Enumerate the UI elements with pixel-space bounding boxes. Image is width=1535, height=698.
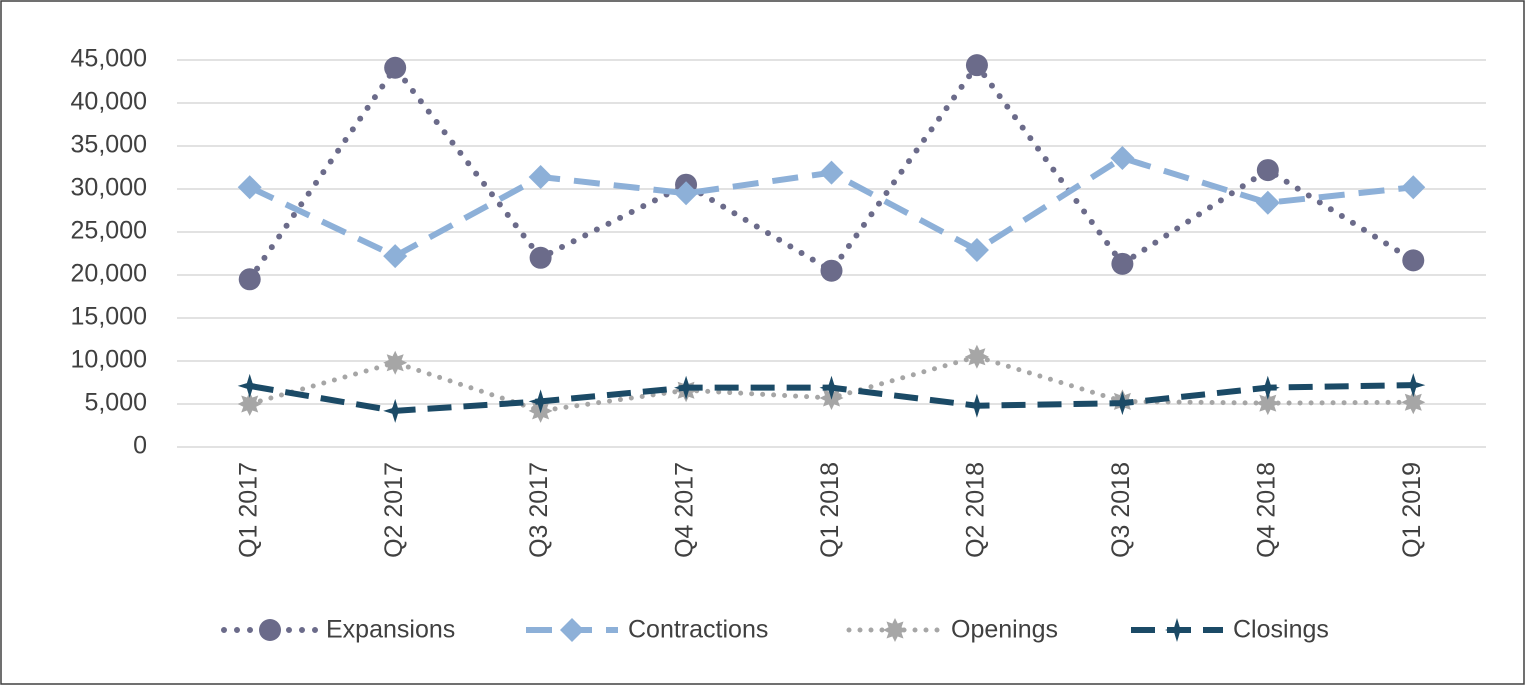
data-point [238, 268, 261, 291]
data-point [819, 375, 844, 400]
data-point [964, 393, 989, 418]
data-point [529, 246, 552, 269]
x-tick-label: Q1 2018 [816, 462, 844, 558]
x-tick-label: Q4 2018 [1252, 462, 1280, 558]
legend-marker [1165, 618, 1189, 642]
data-point [1255, 391, 1280, 416]
legend-marker [259, 619, 281, 641]
data-point [528, 389, 553, 414]
x-tick-label: Q4 2017 [671, 462, 699, 558]
data-point [237, 373, 262, 398]
data-point [1402, 249, 1425, 272]
legend-marker [883, 618, 907, 642]
data-point [964, 344, 989, 369]
y-tick-label: 40,000 [71, 88, 147, 116]
x-tick-label: Q1 2017 [234, 462, 262, 558]
data-point [383, 398, 408, 423]
data-point [1111, 252, 1134, 275]
y-tick-label: 35,000 [71, 131, 147, 159]
data-point [820, 259, 843, 282]
series-line [246, 60, 1417, 283]
data-point [383, 244, 408, 269]
data-point [384, 56, 407, 79]
data-point [1401, 373, 1426, 398]
y-tick-label: 5,000 [84, 389, 147, 417]
legend-marker [560, 618, 584, 642]
x-tick-label: Q2 2017 [380, 462, 408, 558]
data-point [965, 54, 988, 77]
y-tick-label: 0 [133, 432, 147, 460]
x-tick-label: Q1 2019 [1398, 462, 1426, 558]
chart-border [0, 0, 1525, 685]
y-tick-label: 45,000 [71, 45, 147, 73]
data-point [528, 164, 553, 189]
data-point [1255, 190, 1280, 215]
x-tick-label: Q3 2018 [1107, 462, 1135, 558]
data-point [383, 350, 408, 375]
y-tick-label: 20,000 [71, 260, 147, 288]
legend-label: Closings [1233, 616, 1329, 644]
data-point [964, 238, 989, 263]
legend-label: Expansions [326, 616, 455, 644]
data-point [237, 175, 262, 200]
data-point [674, 375, 699, 400]
y-tick-label: 15,000 [71, 303, 147, 331]
x-tick-label: Q3 2017 [525, 462, 553, 558]
data-point [1401, 175, 1426, 200]
y-tick-label: 25,000 [71, 217, 147, 245]
legend-label: Contractions [628, 616, 768, 644]
data-point [1110, 391, 1135, 416]
data-point [1255, 375, 1280, 400]
data-point [1401, 390, 1426, 415]
y-tick-label: 10,000 [71, 346, 147, 374]
data-point [819, 160, 844, 185]
x-tick-label: Q2 2018 [962, 462, 990, 558]
data-point [1256, 159, 1279, 182]
data-point [237, 392, 262, 416]
data-point [1110, 146, 1135, 171]
legend-label: Openings [951, 616, 1058, 644]
data-point [674, 181, 699, 206]
y-tick-label: 30,000 [71, 174, 147, 202]
